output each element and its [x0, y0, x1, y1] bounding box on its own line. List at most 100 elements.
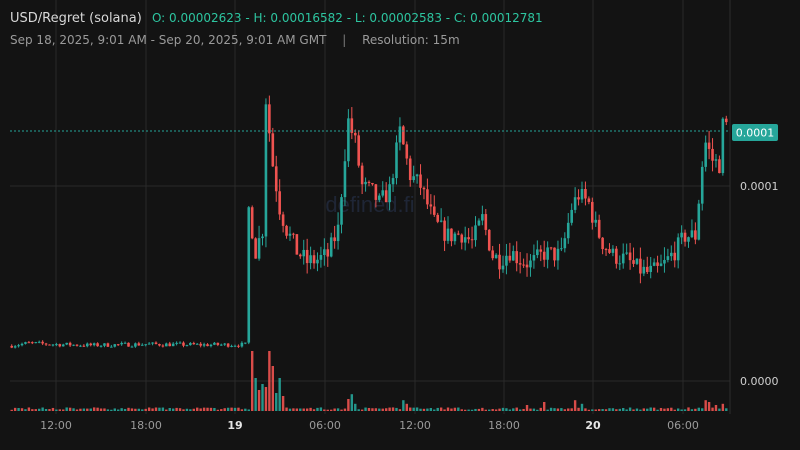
volume-bar-26	[99, 408, 103, 411]
volume-bar-7	[34, 409, 37, 411]
volume-bar-182	[635, 408, 639, 411]
volume-bar-122	[429, 408, 433, 411]
volume-bar-93	[330, 409, 333, 411]
candle-7	[34, 341, 38, 344]
candle-body	[601, 237, 604, 250]
candle-body	[460, 234, 464, 243]
candle-body	[587, 198, 591, 202]
candle-body	[20, 343, 24, 346]
candle-95	[336, 212, 340, 250]
volume-bar-3	[20, 408, 24, 411]
candle-body	[312, 255, 316, 264]
candle-205	[714, 154, 718, 168]
candle-32	[120, 341, 123, 346]
volume-bar-184	[642, 408, 646, 411]
volume-bar-76	[271, 366, 275, 411]
candle-body	[96, 343, 99, 347]
candle-body	[367, 181, 371, 183]
volume-bar-31	[117, 409, 120, 411]
volume-bar-66	[237, 407, 240, 411]
volume-bar-44	[161, 407, 165, 411]
candle-body	[140, 344, 144, 346]
candle-body	[663, 259, 666, 264]
candle-body	[285, 225, 288, 236]
volume-bar-5	[27, 407, 31, 411]
volume-bar-151	[529, 408, 532, 411]
candle-48	[175, 341, 178, 346]
candle-98	[347, 109, 350, 168]
candle-163	[570, 203, 573, 226]
volume-bar-207	[721, 403, 725, 411]
candle-body	[99, 345, 103, 347]
volume-bar-174	[608, 408, 611, 411]
candle-79	[281, 211, 285, 233]
candle-100	[353, 129, 357, 143]
candle-196	[683, 229, 687, 247]
volume-bar-51	[185, 408, 189, 411]
candle-body	[350, 118, 354, 133]
candle-66	[237, 344, 240, 348]
volume-bar-115	[405, 403, 408, 411]
candle-206	[718, 155, 721, 174]
candle-body	[487, 229, 491, 251]
candle-body	[697, 203, 701, 240]
candle-body	[405, 144, 409, 159]
candle-8	[37, 340, 41, 344]
candle-body	[216, 342, 220, 345]
volume-bar-132	[463, 409, 467, 411]
volume-bar-94	[333, 408, 336, 411]
candle-62	[223, 342, 227, 346]
volume-bar-20	[79, 408, 82, 411]
candle-body	[515, 251, 519, 264]
candle-body	[326, 249, 330, 257]
volume-bar-90	[319, 407, 323, 411]
candle-body	[336, 224, 340, 242]
candle-152	[532, 244, 536, 269]
volume-bar-188	[656, 409, 659, 411]
candle-188	[656, 255, 659, 273]
candle-64	[230, 344, 233, 348]
volume-bar-35	[130, 408, 134, 411]
candle-36	[134, 342, 137, 348]
candle-body	[584, 189, 587, 199]
candle-43	[158, 343, 161, 347]
candle-131	[460, 233, 464, 250]
candle-body	[130, 346, 134, 348]
candle-51	[185, 344, 189, 347]
volume-bar-71	[254, 378, 257, 411]
candle-159	[556, 240, 560, 270]
volume-bar-42	[154, 407, 158, 411]
candle-body	[195, 343, 199, 345]
candle-9	[41, 340, 44, 346]
candle-body	[340, 197, 343, 225]
candle-161	[563, 232, 567, 253]
candle-204	[711, 138, 714, 172]
candle-body	[439, 220, 443, 222]
candle-69	[247, 205, 251, 345]
candle-45	[165, 342, 168, 347]
volume-bar-37	[137, 408, 141, 411]
candle-202	[704, 135, 707, 172]
volume-bar-121	[426, 408, 429, 411]
volume-bar-143	[501, 407, 505, 411]
volume-bar-165	[577, 407, 580, 411]
candle-176	[615, 246, 618, 269]
candle-body	[264, 104, 268, 237]
candle-203	[707, 130, 711, 160]
volume-bar-154	[539, 407, 542, 411]
candle-185	[645, 256, 649, 275]
candle-body	[426, 189, 429, 205]
candle-body	[309, 255, 312, 264]
volume-bar-69	[247, 409, 250, 411]
candle-38	[140, 343, 144, 346]
volume-bar-102	[360, 409, 364, 411]
candle-29	[110, 344, 113, 348]
volume-bar-125	[439, 407, 443, 411]
candle-body	[632, 260, 635, 264]
grid	[10, 0, 730, 414]
candle-167	[584, 181, 587, 206]
volume-bar-6	[31, 409, 34, 411]
volume-bar-162	[567, 408, 570, 411]
candle-121	[426, 178, 429, 210]
